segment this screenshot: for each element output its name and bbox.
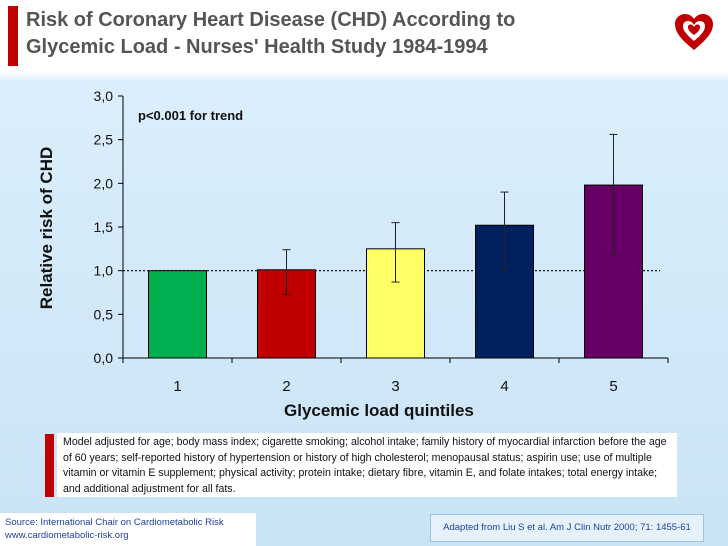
x-tick-label: 5 <box>609 378 617 395</box>
x-axis-title: Glycemic load quintiles <box>284 401 474 420</box>
source-box: Source: International Chair on Cardiomet… <box>0 513 256 546</box>
title-accent-bar <box>8 6 18 66</box>
model-adjustment-note: Model adjusted for age; body mass index;… <box>57 433 677 497</box>
y-tick-label: 0,0 <box>94 350 114 366</box>
source-line-1: Source: International Chair on Cardiomet… <box>5 517 224 528</box>
heart-logo-icon <box>675 14 713 50</box>
y-tick-label: 2,5 <box>94 132 114 148</box>
trend-annotation: p<0.001 for trend <box>138 108 243 123</box>
y-tick-label: 3,0 <box>94 88 114 104</box>
error-bars <box>282 133 618 295</box>
title-line-1: Risk of Coronary Heart Disease (CHD) Acc… <box>26 9 516 31</box>
y-tick-label: 2,0 <box>94 175 114 191</box>
source-url: www.cardiometabolic-risk.org <box>5 530 129 541</box>
y-tick-label: 0,5 <box>94 306 114 322</box>
x-tick-label: 1 <box>173 378 181 395</box>
citation-box: Adapted from Liu S et al. Am J Clin Nutr… <box>430 514 704 542</box>
slide-title: Risk of Coronary Heart Disease (CHD) Acc… <box>26 7 666 61</box>
x-tick-label: 2 <box>282 378 290 395</box>
y-tick-label: 1,5 <box>94 219 114 235</box>
title-line-2: Glycemic Load - Nurses' Health Study 198… <box>26 36 488 58</box>
bar-chart: 0,0 0,5 1,0 1,5 2,0 2,5 3,0 1 2 3 4 5 p<0.001 for … <box>94 88 669 395</box>
bar-quintile-1 <box>148 270 207 359</box>
note-accent-bar <box>45 434 54 497</box>
y-tick-label: 1,0 <box>94 263 114 279</box>
x-tick-label: 4 <box>500 378 508 395</box>
x-tick-label: 3 <box>391 378 399 395</box>
y-axis: 0,0 0,5 1,0 1,5 2,0 2,5 3,0 <box>94 88 124 366</box>
x-axis: 1 2 3 4 5 <box>122 357 669 395</box>
